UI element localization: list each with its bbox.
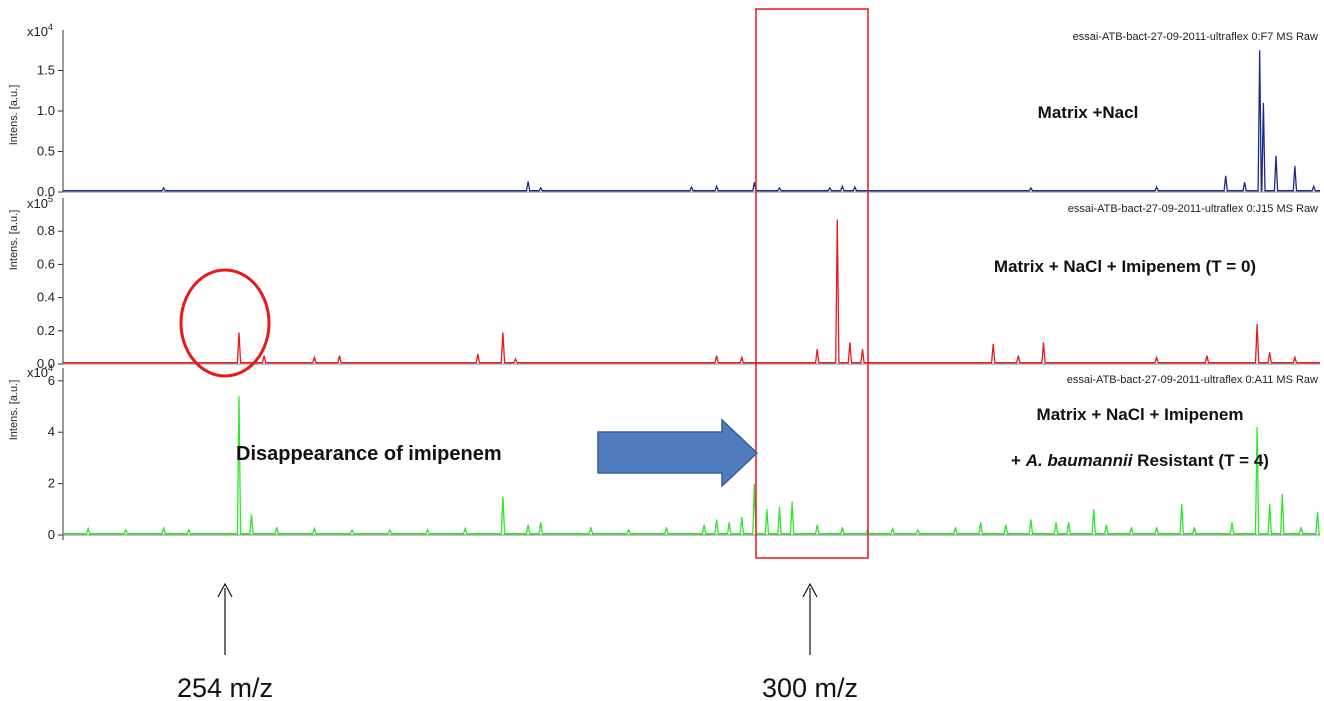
y-tick-label: 1.5	[37, 63, 55, 78]
panel-1-sample-id: essai-ATB-bact-27-09-2011-ultraflex 0:F7…	[1073, 31, 1318, 43]
panel-1-y-multiplier: x104	[27, 22, 53, 39]
y-tick-label: 0	[48, 527, 55, 542]
panel-3-y-axis-label: Intens. [a.u.]	[8, 380, 20, 441]
panel-3-annotation-line-2: + A. baumannii Resistant (T = 4)	[1011, 451, 1269, 470]
y-tick-label: 0.0	[37, 356, 55, 371]
marker-300-arrowhead-icon	[802, 582, 818, 598]
marker-254: 254 m/z	[177, 582, 273, 701]
panel-3-y-multiplier: x104	[27, 363, 53, 380]
panel-1-annotation: Matrix +Nacl	[1038, 103, 1139, 122]
marker-300-label: 300 m/z	[762, 673, 858, 701]
y-tick-label: 0.4	[37, 290, 55, 305]
panel-3-y-ticks: 0 2 4 6	[48, 373, 63, 542]
panel-3-annotation-line-1: Matrix + NaCl + Imipenem	[1037, 405, 1244, 424]
panel-2-y-ticks: 0.0 0.2 0.4 0.6 0.8	[37, 223, 63, 371]
spectrum-panel-3: essai-ATB-bact-27-09-2011-ultraflex 0:A1…	[8, 363, 1320, 542]
callout-text: Disappearance of imipenem	[236, 443, 502, 465]
panel-1-spectrum-line	[63, 50, 1320, 192]
y-tick-label: 2	[48, 476, 55, 491]
spectrum-panel-1: essai-ATB-bact-27-09-2011-ultraflex 0:F7…	[8, 22, 1320, 199]
panel-2-y-axis-label: Intens. [a.u.]	[8, 210, 20, 271]
disappearance-arrow	[597, 418, 759, 488]
y-tick-label: 0.6	[37, 256, 55, 271]
y-tick-label: 1.0	[37, 103, 55, 118]
panel-3-spectrum-line	[63, 396, 1320, 535]
y-tick-label: 0.0	[37, 184, 55, 199]
highlight-box-300	[755, 8, 869, 559]
y-tick-label: 4	[48, 424, 55, 439]
highlight-circle-254	[179, 268, 271, 378]
spectrum-panel-2: essai-ATB-bact-27-09-2011-ultraflex 0:J1…	[8, 194, 1320, 371]
panel-3-sample-id: essai-ATB-bact-27-09-2011-ultraflex 0:A1…	[1067, 374, 1318, 386]
y-tick-label: 0.8	[37, 223, 55, 238]
panel-1-y-axis-label: Intens. [a.u.]	[8, 85, 20, 146]
panel-2-sample-id: essai-ATB-bact-27-09-2011-ultraflex 0:J1…	[1068, 203, 1318, 215]
panel-1-y-ticks: 0.0 0.5 1.0 1.5	[37, 63, 63, 199]
y-tick-label: 6	[48, 373, 55, 388]
panel-2-spectrum-line	[63, 219, 1320, 364]
y-tick-label: 0.5	[37, 144, 55, 159]
marker-254-arrowhead-icon	[217, 582, 233, 598]
marker-300: 300 m/z	[762, 582, 858, 701]
y-tick-label: 0.2	[37, 323, 55, 338]
panel-2-y-multiplier: x105	[27, 194, 53, 211]
marker-254-label: 254 m/z	[177, 673, 273, 701]
panel-2-annotation: Matrix + NaCl + Imipenem (T = 0)	[994, 257, 1256, 276]
